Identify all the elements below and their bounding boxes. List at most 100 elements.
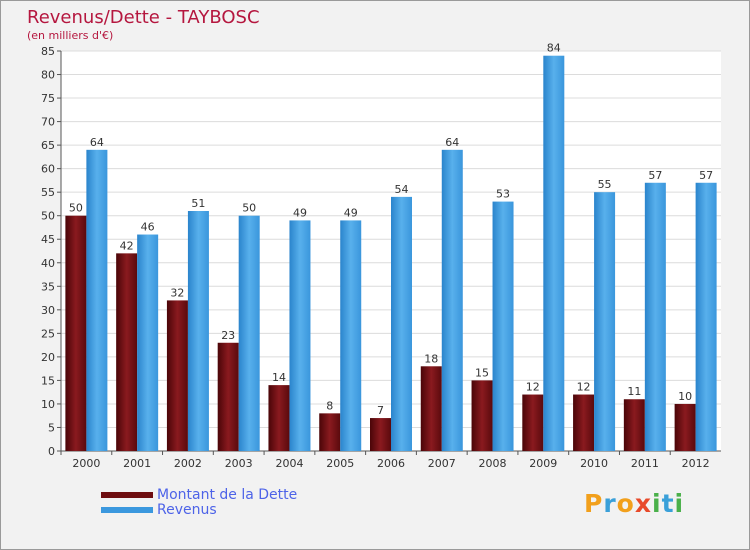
bar-revenus bbox=[238, 215, 260, 451]
legend-label-debt: Montant de la Dette bbox=[157, 486, 298, 503]
x-tick-label: 2007 bbox=[428, 457, 456, 470]
y-tick-label: 85 bbox=[41, 45, 55, 58]
y-tick-label: 25 bbox=[41, 327, 55, 340]
bar-debt bbox=[65, 215, 87, 451]
data-label-debt: 32 bbox=[170, 286, 184, 299]
data-label-debt: 8 bbox=[326, 399, 333, 412]
logo-letter: i bbox=[652, 489, 662, 518]
data-label-debt: 12 bbox=[526, 381, 540, 394]
bar-revenus bbox=[543, 55, 565, 452]
x-tick-label: 2008 bbox=[479, 457, 507, 470]
data-label-debt: 11 bbox=[627, 385, 641, 398]
x-tick-label: 2009 bbox=[529, 457, 557, 470]
proxiti-logo: Proxiti bbox=[584, 489, 684, 518]
y-tick-label: 40 bbox=[41, 257, 55, 270]
chart-legend: Montant de la Dette Revenus bbox=[101, 486, 298, 518]
data-label-revenus: 49 bbox=[293, 206, 307, 219]
bar-debt bbox=[573, 394, 595, 451]
bar-revenus bbox=[340, 220, 362, 451]
x-tick-label: 2003 bbox=[225, 457, 253, 470]
y-tick-label: 70 bbox=[41, 116, 55, 129]
y-tick-label: 0 bbox=[48, 445, 55, 458]
bar-revenus bbox=[441, 149, 463, 451]
data-label-revenus: 46 bbox=[141, 221, 155, 234]
data-label-debt: 42 bbox=[120, 239, 134, 252]
x-tick-label: 2006 bbox=[377, 457, 405, 470]
data-label-revenus: 54 bbox=[395, 183, 409, 196]
y-tick-label: 30 bbox=[41, 304, 55, 317]
logo-letter: o bbox=[616, 489, 635, 518]
x-tick-label: 2012 bbox=[682, 457, 710, 470]
data-label-debt: 7 bbox=[377, 404, 384, 417]
data-label-revenus: 51 bbox=[191, 197, 205, 210]
bar-debt bbox=[370, 418, 391, 451]
bar-revenus bbox=[644, 182, 666, 451]
bar-debt bbox=[420, 366, 442, 451]
logo-letter: i bbox=[674, 489, 685, 518]
y-tick-label: 15 bbox=[41, 374, 55, 387]
logo-letter: P bbox=[584, 489, 604, 518]
y-tick-label: 45 bbox=[41, 233, 55, 246]
data-label-revenus: 57 bbox=[648, 169, 662, 182]
y-tick-label: 65 bbox=[41, 139, 55, 152]
data-label-debt: 50 bbox=[69, 202, 83, 215]
data-label-revenus: 55 bbox=[598, 178, 612, 191]
y-tick-label: 5 bbox=[48, 421, 55, 434]
chart-subtitle: (en milliers d'€) bbox=[27, 29, 114, 42]
data-label-revenus: 50 bbox=[242, 202, 256, 215]
x-tick-label: 2004 bbox=[275, 457, 303, 470]
bar-debt bbox=[166, 300, 188, 451]
data-label-revenus: 49 bbox=[344, 206, 358, 219]
bar-revenus bbox=[137, 234, 159, 451]
y-tick-label: 80 bbox=[41, 69, 55, 82]
bar-debt bbox=[268, 385, 290, 451]
data-label-revenus: 57 bbox=[699, 169, 713, 182]
y-tick-label: 75 bbox=[41, 92, 55, 105]
data-label-revenus: 53 bbox=[496, 188, 510, 201]
x-tick-label: 2010 bbox=[580, 457, 608, 470]
y-tick-label: 50 bbox=[41, 210, 55, 223]
data-label-debt: 15 bbox=[475, 366, 489, 379]
bar-debt bbox=[522, 394, 544, 451]
x-tick-label: 2001 bbox=[123, 457, 151, 470]
x-tick-label: 2000 bbox=[72, 457, 100, 470]
y-tick-label: 55 bbox=[41, 186, 55, 199]
bar-revenus bbox=[86, 149, 108, 451]
legend-item-debt: Montant de la Dette bbox=[101, 486, 298, 503]
legend-label-revenus: Revenus bbox=[157, 501, 217, 518]
legend-swatch-debt bbox=[101, 491, 153, 498]
x-tick-label: 2011 bbox=[631, 457, 659, 470]
chart-title: Revenus/Dette - TAYBOSC bbox=[27, 7, 260, 28]
data-label-revenus: 84 bbox=[547, 42, 561, 55]
bar-revenus bbox=[187, 211, 209, 451]
logo-letter: x bbox=[634, 489, 652, 518]
legend-item-revenus: Revenus bbox=[101, 501, 297, 518]
legend-swatch-revenus bbox=[101, 506, 153, 513]
logo-letter: r bbox=[603, 489, 617, 518]
data-label-debt: 10 bbox=[678, 390, 692, 403]
data-label-debt: 18 bbox=[424, 352, 438, 365]
x-tick-label: 2002 bbox=[174, 457, 202, 470]
bar-debt bbox=[319, 413, 341, 451]
bar-debt bbox=[623, 399, 645, 451]
bar-debt bbox=[674, 403, 696, 451]
bar-revenus bbox=[594, 192, 616, 452]
bar-revenus bbox=[289, 220, 311, 451]
y-tick-label: 35 bbox=[41, 280, 55, 293]
bar-debt bbox=[217, 342, 239, 451]
y-tick-label: 60 bbox=[41, 163, 55, 176]
data-label-debt: 12 bbox=[577, 381, 591, 394]
bar-revenus bbox=[391, 196, 412, 451]
data-label-debt: 14 bbox=[272, 371, 286, 384]
bar-revenus bbox=[695, 182, 717, 451]
bar-debt bbox=[471, 380, 493, 451]
y-tick-label: 20 bbox=[41, 351, 55, 364]
data-label-revenus: 64 bbox=[445, 136, 459, 149]
y-tick-label: 10 bbox=[41, 398, 55, 411]
logo-letter: t bbox=[661, 489, 675, 518]
bar-revenus bbox=[492, 201, 514, 451]
x-tick-label: 2005 bbox=[326, 457, 354, 470]
data-label-debt: 23 bbox=[221, 329, 235, 342]
